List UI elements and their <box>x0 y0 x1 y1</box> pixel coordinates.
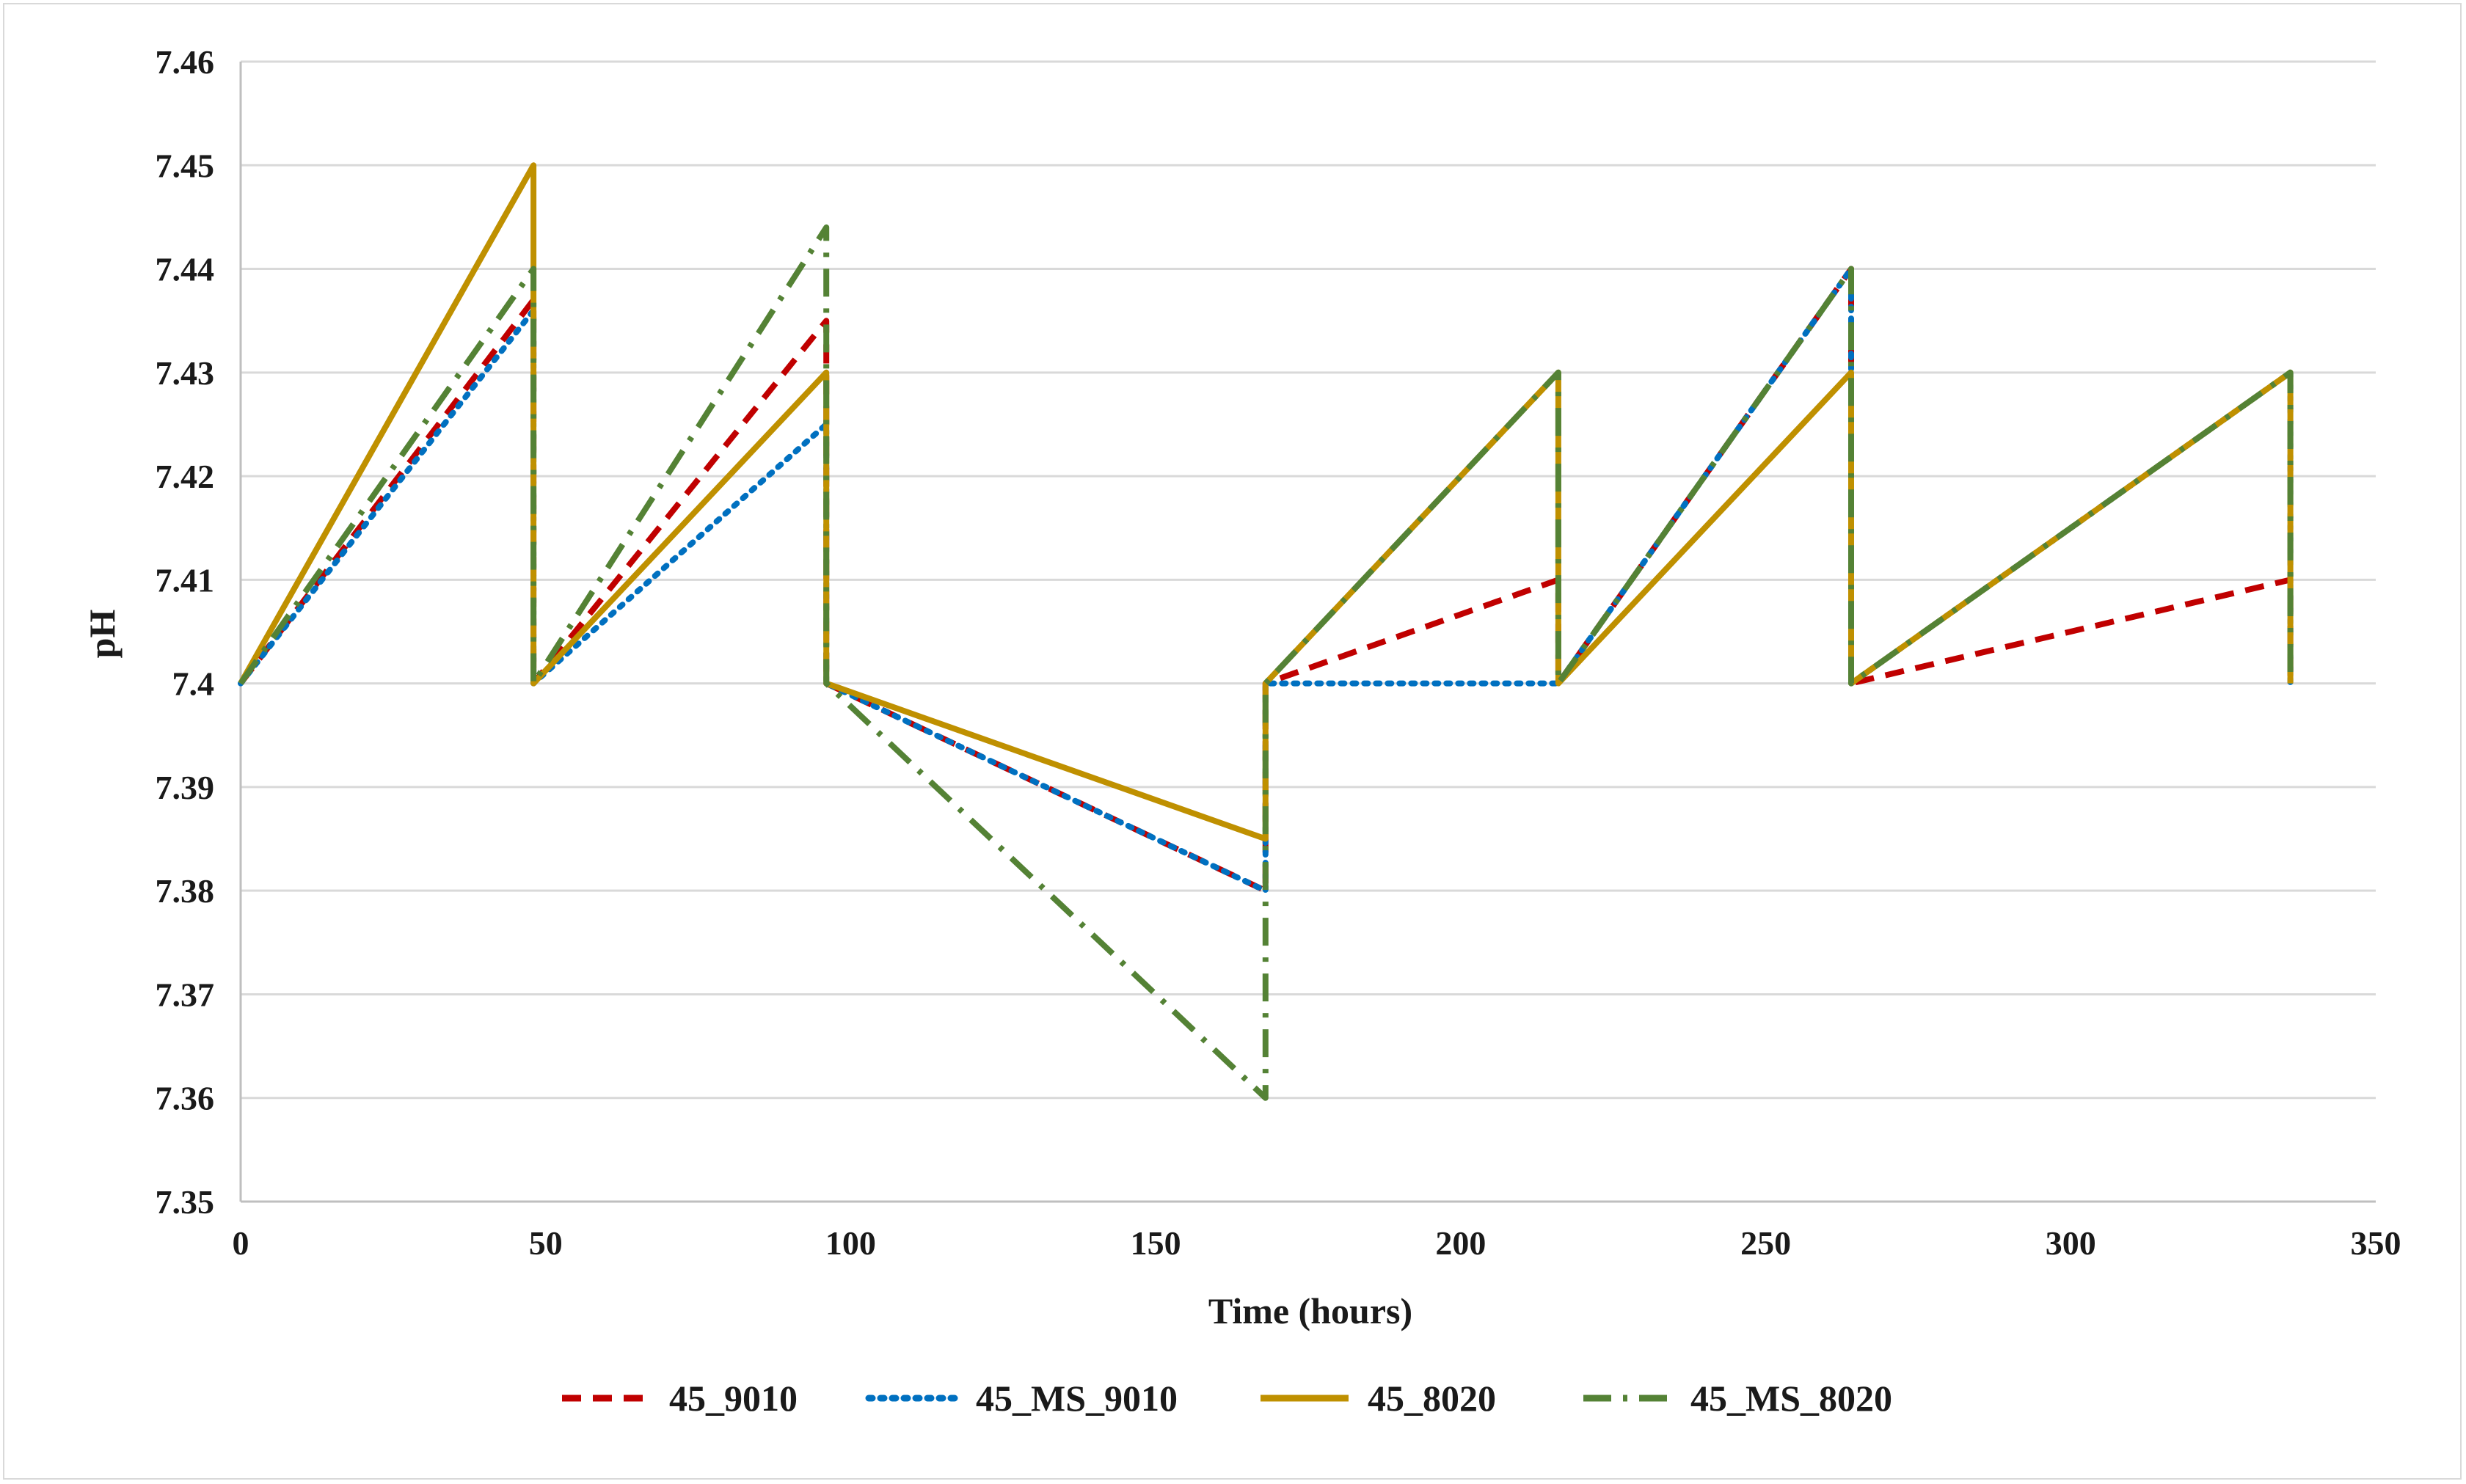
series-line-45_MS_8020 <box>238 224 2294 1101</box>
y-tick-label: 7.36 <box>156 1080 215 1117</box>
y-tick-label: 7.45 <box>156 147 215 184</box>
y-axis-title: pH <box>81 610 123 659</box>
line-chart: 7.35 7.36 7.37 7.38 7.39 7.4 7.41 7.42 7.43 7.44 7… <box>81 43 2401 1419</box>
x-tick-label: 250 <box>1740 1224 1791 1262</box>
x-tick-label: 0 <box>233 1224 249 1262</box>
x-tick-label: 350 <box>2351 1224 2401 1262</box>
x-axis-title: Time (hours) <box>1208 1290 1412 1331</box>
legend-label-45_MS_9010: 45_MS_9010 <box>976 1378 1178 1419</box>
y-tick-label: 7.39 <box>156 769 215 806</box>
axes <box>239 62 2376 1203</box>
y-tick-label: 7.41 <box>156 561 215 599</box>
x-tick-label: 100 <box>825 1224 876 1262</box>
legend-label-45_9010: 45_9010 <box>669 1378 798 1419</box>
y-tick-label: 7.4 <box>172 665 215 703</box>
y-tick-label: 7.46 <box>156 43 215 81</box>
gridlines <box>241 60 2376 1100</box>
y-tick-label: 7.38 <box>156 872 215 910</box>
y-tick-label: 7.44 <box>156 251 215 288</box>
tick-labels: 7.35 7.36 7.37 7.38 7.39 7.4 7.41 7.42 7.43 7.44 7… <box>156 43 2401 1262</box>
legend-label-45_8020: 45_8020 <box>1368 1378 1496 1419</box>
y-tick-label: 7.42 <box>156 458 215 495</box>
y-tick-label: 7.43 <box>156 354 215 392</box>
x-tick-label: 200 <box>1435 1224 1486 1262</box>
chart-frame: 7.35 7.36 7.37 7.38 7.39 7.4 7.41 7.42 7.43 7.44 7… <box>3 3 2462 1480</box>
legend-label-45_MS_8020: 45_MS_8020 <box>1690 1378 1892 1419</box>
y-tick-label: 7.35 <box>156 1183 215 1221</box>
x-tick-label: 300 <box>2046 1224 2096 1262</box>
legend: 45_9010 45_MS_9010 45_8020 45_MS_8020 <box>562 1378 1892 1419</box>
x-tick-label: 50 <box>529 1224 563 1262</box>
x-tick-label: 150 <box>1131 1224 1181 1262</box>
y-tick-label: 7.37 <box>156 976 215 1013</box>
series-lines <box>238 162 2294 1101</box>
